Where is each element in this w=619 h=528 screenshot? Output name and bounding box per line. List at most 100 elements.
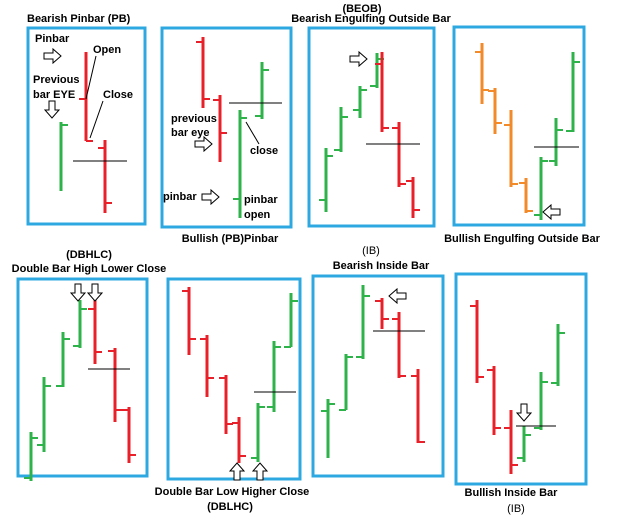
- ohlc-bar: [321, 399, 335, 458]
- ohlc-bar: [88, 300, 102, 364]
- annotation-pinbar: Pinbar: [35, 33, 70, 45]
- pattern-bullish-pinbar: [196, 37, 282, 218]
- title-dblhc: Double Bar Low Higher Close: [155, 486, 310, 498]
- title-bullish-pinbar: Bullish (PB)Pinbar: [182, 233, 279, 245]
- title-bullish-engulfing: Bullish Engulfing Outside Bar: [444, 233, 601, 245]
- ohlc-bar: [98, 140, 112, 213]
- arrow-left-icon: [388, 288, 407, 304]
- panel-bullish-inside-frame: [454, 272, 588, 486]
- arrow-right-icon: [43, 48, 62, 64]
- ohlc-bar: [59, 122, 68, 191]
- panel-bearish-inside-frame: [311, 274, 445, 478]
- arrow-down-icon: [516, 403, 532, 422]
- title-dblhc-abbr: (DBLHC): [207, 501, 253, 513]
- ohlc-bar: [79, 52, 93, 142]
- pattern-dbhlc: [24, 300, 136, 481]
- annotation-open: Open: [93, 44, 121, 56]
- pattern-bullish-engulfing: [475, 43, 580, 220]
- ohlc-bar: [392, 312, 406, 378]
- ohlc-bar: [392, 122, 406, 187]
- ohlc-bar: [200, 335, 214, 397]
- ohlc-bar: [56, 332, 70, 387]
- title-ib-abbr-top: (IB): [362, 245, 380, 257]
- title-ib-abbr-bottom: (IB): [507, 503, 525, 515]
- ohlc-bar: [566, 52, 580, 132]
- ohlc-bar: [108, 348, 122, 422]
- pattern-dblhc: [182, 287, 298, 463]
- title-bullish-inside-bar: Bullish Inside Bar: [465, 487, 559, 499]
- arrow-up-icon: [229, 462, 245, 481]
- arrow-right-icon: [194, 136, 213, 152]
- arrow-right-icon: [349, 51, 368, 67]
- annotation-pinbar-open-2: open: [244, 209, 271, 221]
- candlestick-bars: [24, 37, 580, 481]
- title-bearish-inside-bar: Bearish Inside Bar: [333, 260, 430, 272]
- annotation-bar-eye: bar EYE: [33, 89, 75, 101]
- pointer-line-open: [85, 55, 97, 100]
- pattern-bearish-engulfing: [319, 52, 420, 218]
- arrow-down-icon: [87, 283, 103, 302]
- panel-bullish-engulfing-frame: [452, 25, 586, 227]
- ohlc-bar: [196, 37, 210, 108]
- ohlc-bar: [534, 372, 548, 430]
- annotation-close-lc: close: [250, 145, 278, 157]
- ohlc-bar: [487, 366, 501, 435]
- annotation-close: Close: [103, 89, 133, 101]
- ohlc-bar: [411, 369, 425, 443]
- title-bearish-pinbar: Bearish Pinbar (PB): [27, 13, 131, 25]
- title-dbhlc: Double Bar High Lower Close: [12, 263, 167, 275]
- ohlc-bar: [73, 300, 87, 348]
- annotation-pinbar-open-1: pinbar: [244, 194, 278, 206]
- ohlc-bar: [519, 178, 533, 213]
- ohlc-bar: [375, 298, 389, 329]
- ohlc-bar: [517, 426, 531, 462]
- pattern-bearish-pinbar: [59, 52, 127, 213]
- pointer-line-close: [89, 100, 104, 139]
- ohlc-bar: [251, 403, 265, 462]
- title-bearish-engulfing: Bearish Engulfing Outside Bar: [291, 13, 451, 25]
- annotation-pinbar-lc: pinbar: [163, 191, 197, 203]
- annotation-bar-eye-lc: bar eye: [171, 127, 210, 139]
- panel-dbhlc-frame: [16, 277, 149, 478]
- ohlc-bar: [406, 177, 420, 218]
- ohlc-bar: [488, 88, 502, 134]
- ohlc-bar: [213, 95, 227, 162]
- ohlc-bar: [504, 110, 518, 187]
- ohlc-bar: [551, 324, 565, 386]
- ohlc-bar: [534, 157, 548, 220]
- ohlc-bar: [37, 377, 51, 452]
- ohlc-bar: [267, 341, 281, 412]
- ohlc-bar: [182, 287, 196, 355]
- pointer-line-close-lc: [245, 121, 260, 145]
- ohlc-bar: [339, 354, 353, 411]
- ohlc-bar: [470, 300, 484, 383]
- panel-bearish-pinbar-frame: [26, 26, 147, 226]
- ohlc-bar: [255, 62, 269, 119]
- ohlc-bar: [353, 86, 367, 118]
- arrow-up-icon: [252, 462, 268, 481]
- ohlc-bar: [356, 285, 370, 359]
- arrow-down-icon: [44, 100, 60, 119]
- ohlc-bar: [549, 118, 563, 166]
- ohlc-bar: [284, 293, 298, 348]
- pattern-bullish-inside: [470, 300, 565, 474]
- ohlc-bar: [233, 110, 247, 218]
- pattern-bearish-inside: [321, 285, 425, 458]
- panel-bullish-pinbar-frame: [160, 26, 293, 229]
- title-dbhlc-abbr: (DBHLC): [66, 249, 112, 261]
- annotation-previous: Previous: [33, 74, 79, 86]
- title-beob-abbr: (BEOB): [342, 3, 381, 15]
- ohlc-bar: [232, 417, 246, 463]
- ohlc-bar: [219, 375, 233, 434]
- annotation-previous-lc: previous: [171, 113, 217, 125]
- ohlc-bar: [334, 107, 348, 152]
- ohlc-bar: [504, 410, 518, 474]
- ohlc-bar: [375, 52, 389, 132]
- arrow-right-icon: [201, 189, 220, 205]
- ohlc-bar: [122, 407, 136, 463]
- panel-bearish-engulfing-frame: [307, 26, 436, 228]
- arrow-down-icon: [70, 283, 86, 302]
- arrow-left-icon: [542, 204, 561, 220]
- ohlc-bar: [24, 432, 38, 481]
